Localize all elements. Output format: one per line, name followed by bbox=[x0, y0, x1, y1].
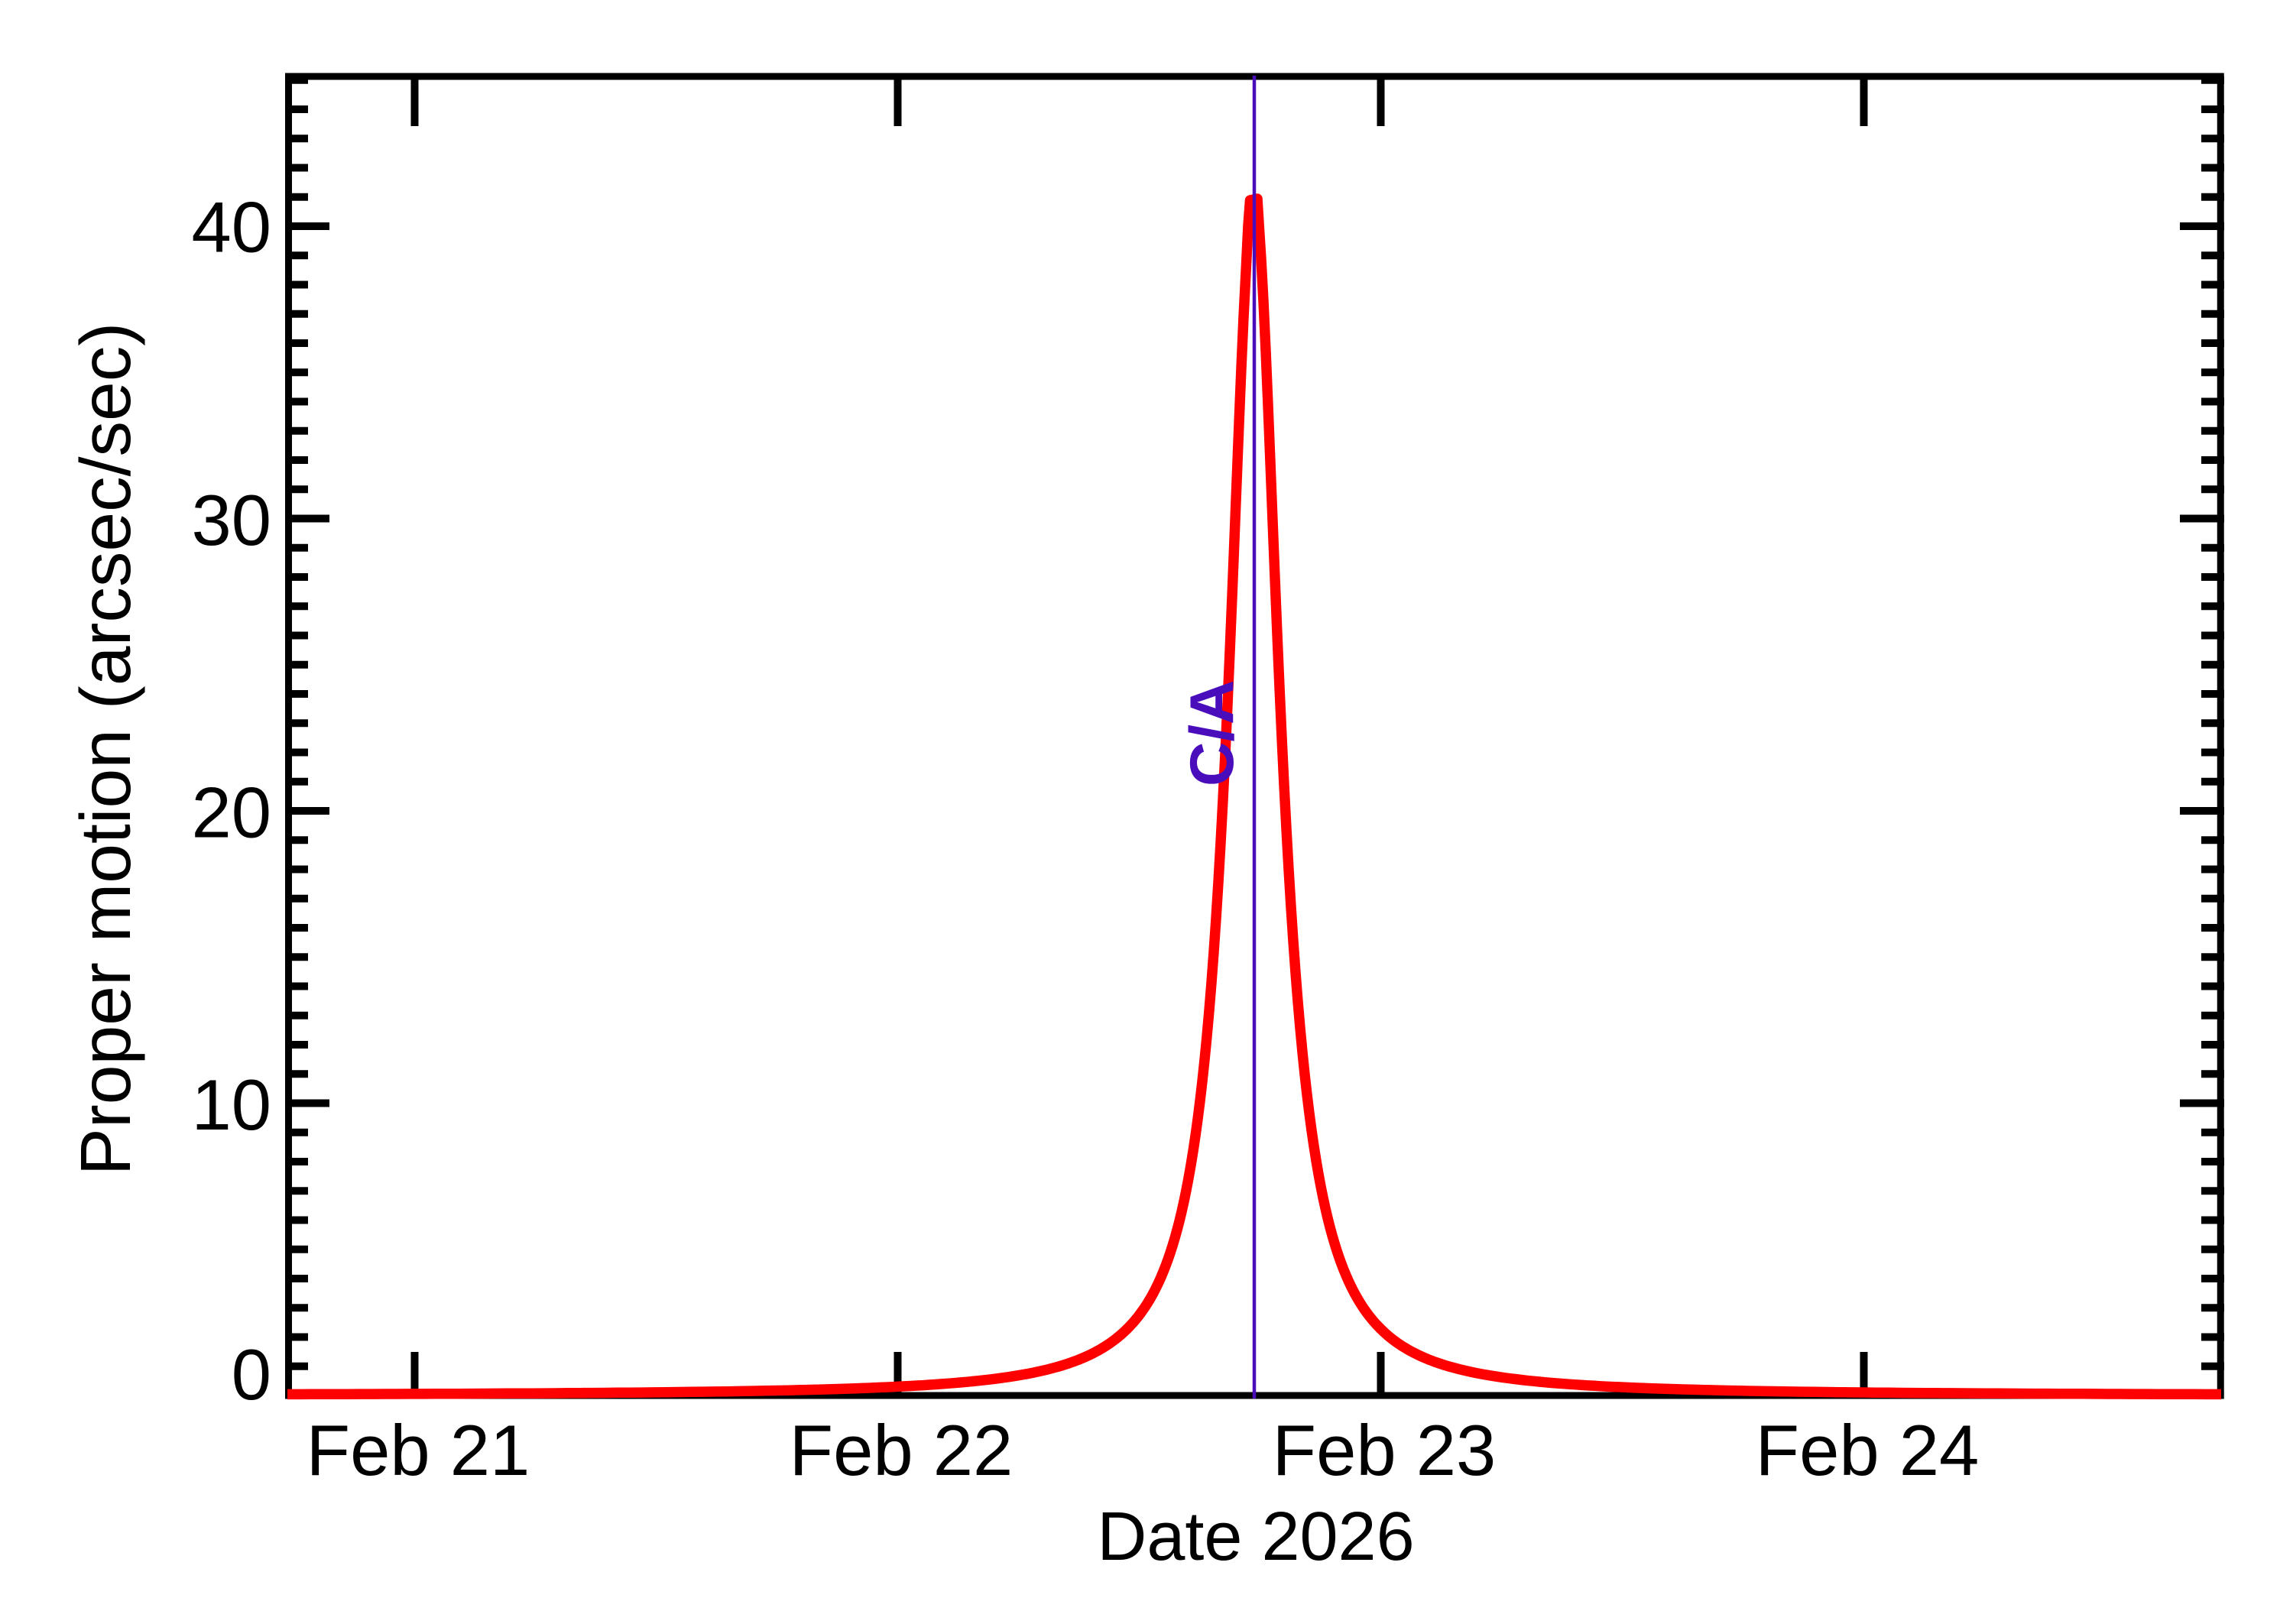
svg-text:Feb 22: Feb 22 bbox=[790, 1410, 1014, 1490]
svg-text:10: 10 bbox=[191, 1065, 271, 1145]
svg-text:Date 2026: Date 2026 bbox=[1097, 1499, 1414, 1575]
svg-text:Feb 24: Feb 24 bbox=[1756, 1410, 1980, 1490]
svg-text:C/A: C/A bbox=[1178, 680, 1247, 787]
svg-text:Feb 21: Feb 21 bbox=[306, 1410, 530, 1490]
svg-text:30: 30 bbox=[191, 480, 271, 560]
svg-text:20: 20 bbox=[191, 772, 271, 852]
svg-text:Feb 23: Feb 23 bbox=[1273, 1410, 1497, 1490]
svg-text:40: 40 bbox=[191, 186, 271, 267]
svg-text:0: 0 bbox=[232, 1334, 271, 1415]
svg-text:Proper motion (arcsec/sec): Proper motion (arcsec/sec) bbox=[66, 323, 145, 1175]
